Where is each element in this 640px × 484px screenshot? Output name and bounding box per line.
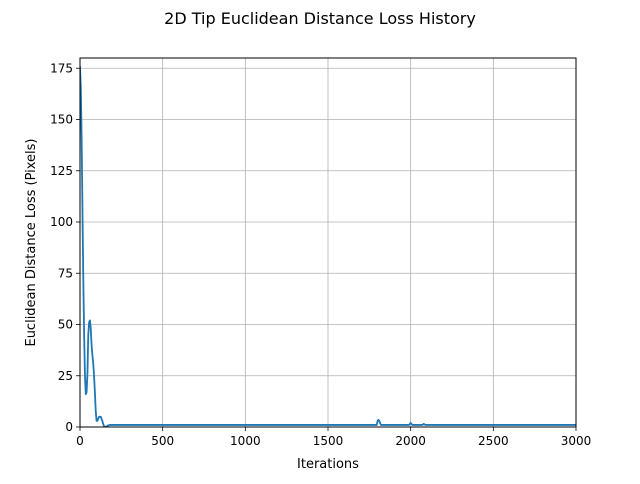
y-tick-label: 0 (65, 420, 73, 434)
chart-title: 2D Tip Euclidean Distance Loss History (164, 9, 476, 28)
y-tick-label: 75 (58, 266, 73, 280)
x-tick-label: 1000 (230, 434, 261, 448)
axes-layer: 0 500 1000 1500 2000 2500 3000 0 25 50 75 100 125 150… (50, 61, 591, 448)
y-axis-label: Euclidean Distance Loss (Pixels) (24, 138, 39, 346)
y-tick-label: 50 (58, 318, 73, 332)
x-tick-label: 500 (151, 434, 174, 448)
loss-series-line (80, 66, 576, 427)
y-tick-label: 100 (50, 215, 73, 229)
y-tick-label: 25 (58, 369, 73, 383)
y-tick-label: 150 (50, 113, 73, 127)
y-tick-label: 175 (50, 61, 73, 75)
x-axis-label: Iterations (297, 457, 359, 472)
series-layer (80, 66, 576, 427)
y-tick-label: 125 (50, 164, 73, 178)
x-tick-label: 1500 (313, 434, 344, 448)
x-tick-label: 3000 (561, 434, 592, 448)
x-tick-label: 2500 (478, 434, 509, 448)
x-tick-label: 2000 (395, 434, 426, 448)
x-tick-label: 0 (76, 434, 84, 448)
